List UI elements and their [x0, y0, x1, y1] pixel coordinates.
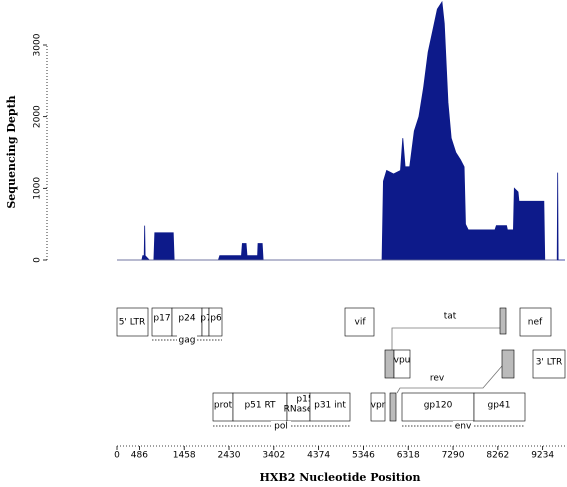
gene-label: vif — [355, 318, 367, 328]
connector — [396, 365, 503, 394]
gene-label: rev — [430, 374, 445, 384]
group-label: gag — [179, 336, 196, 346]
x-axis-label: HXB2 Nucleotide Position — [259, 471, 420, 484]
gene-box — [171, 307, 203, 337]
genome-map: 5' LTR p17 p24 p7 p6 gag vif tat nef vpu… — [116, 307, 566, 432]
gene-box — [473, 392, 526, 422]
label-bg — [271, 421, 291, 431]
x-tick-label: 7290 — [442, 451, 465, 461]
gene-label: p31 int — [314, 401, 346, 411]
x-tick-label: 5346 — [352, 451, 375, 461]
gene-label: p7 — [200, 314, 211, 324]
y-tick-label: 3000 — [33, 33, 43, 56]
gene-label: p6 — [210, 314, 222, 324]
gene-box — [370, 392, 386, 422]
gene-box — [309, 392, 351, 422]
gene-label: nef — [528, 318, 543, 328]
exon-box — [501, 349, 515, 379]
gene-label: p15 — [296, 395, 313, 405]
gene-label: gp41 — [488, 401, 511, 411]
gene-box — [208, 307, 223, 337]
gene-box — [519, 307, 552, 337]
label-bg — [177, 335, 197, 345]
gene-box — [344, 307, 375, 337]
connector — [391, 327, 500, 350]
x-tick-label: 9234 — [531, 451, 554, 461]
x-tick-label: 3402 — [262, 451, 285, 461]
gene-label: prot — [214, 401, 233, 411]
gene-label: gp120 — [424, 401, 453, 411]
gene-label: tat — [444, 312, 457, 322]
gene-label: p51 RT — [244, 401, 276, 411]
x-tick-label: 486 — [131, 451, 148, 461]
gene-box — [393, 349, 411, 379]
x-tick-label: 6318 — [397, 451, 420, 461]
x-tick-label: 0 — [114, 451, 120, 461]
gene-label: 3' LTR — [536, 358, 563, 368]
depth-area — [117, 0, 565, 261]
x-tick-label: 1458 — [173, 451, 196, 461]
y-tick-label: 1000 — [33, 177, 43, 200]
group-label: pol — [274, 422, 288, 432]
x-tick-label: 4374 — [307, 451, 330, 461]
label-bg — [453, 421, 473, 431]
gene-box — [401, 392, 475, 422]
gene-label: vpu — [394, 356, 411, 366]
exon-box — [389, 392, 397, 422]
gene-label: 5' LTR — [119, 318, 146, 328]
gene-label: p24 — [178, 314, 195, 324]
gene-label: vpr — [371, 401, 386, 411]
exon-box — [499, 307, 507, 335]
y-tick-label: 0 — [33, 257, 43, 263]
x-tick-label: 8262 — [486, 451, 509, 461]
gene-label: RNase — [284, 405, 313, 415]
y-axis-label: Sequencing Depth — [5, 95, 18, 208]
gene-box — [116, 307, 149, 337]
y-tick-label: 2000 — [33, 105, 43, 128]
x-tick-label: 2430 — [218, 451, 241, 461]
gene-box — [232, 392, 288, 422]
gene-label: p17 — [153, 314, 170, 324]
gene-box — [532, 349, 566, 379]
group-label: env — [455, 422, 472, 432]
